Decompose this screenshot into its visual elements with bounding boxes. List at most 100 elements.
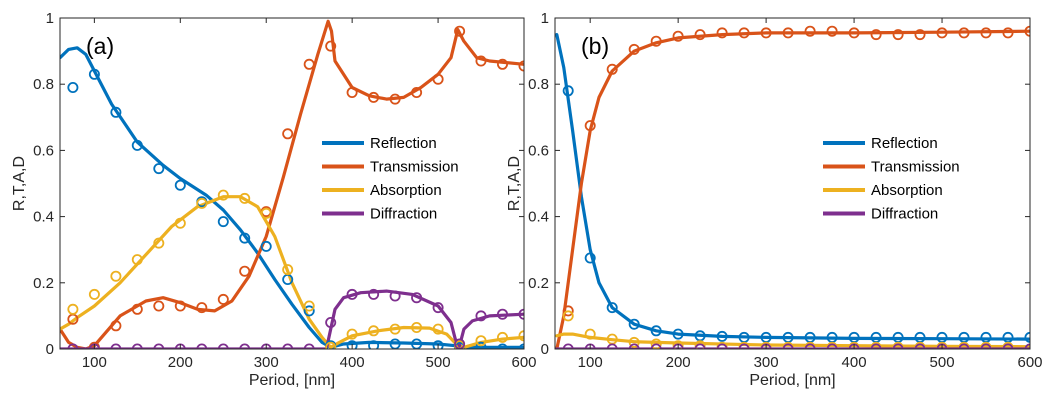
- marker-transmission: [475, 55, 487, 67]
- marker-absorption: [411, 321, 423, 333]
- marker-diffraction: [475, 310, 487, 322]
- y-tick-label: 0: [46, 341, 54, 358]
- x-tick-label: 400: [842, 354, 867, 371]
- y-tick-label: 1: [46, 10, 54, 27]
- y-tick-label: 1: [541, 10, 549, 27]
- y-tick-label: 0.4: [33, 209, 54, 226]
- marker-absorption: [584, 328, 596, 340]
- x-axis-label: Period, [nm]: [749, 372, 835, 389]
- marker-absorption: [325, 341, 337, 349]
- x-tick-label: 100: [82, 354, 107, 371]
- x-tick-label: 200: [168, 354, 193, 371]
- marker-transmission: [760, 27, 772, 39]
- marker-reflection: [432, 340, 444, 349]
- marker-diffraction: [389, 290, 401, 302]
- marker-transmission: [870, 29, 882, 41]
- marker-reflection: [628, 318, 640, 330]
- marker-diffraction: [325, 316, 337, 328]
- marker-reflection: [1024, 331, 1030, 343]
- marker-transmission: [153, 300, 165, 312]
- x-tick-label: 500: [930, 354, 955, 371]
- marker-transmission: [389, 93, 401, 105]
- marker-transmission: [496, 58, 508, 70]
- x-tick-label: 600: [511, 354, 536, 371]
- marker-reflection: [672, 328, 684, 340]
- marker-diffraction: [432, 302, 444, 314]
- series-line-diffraction: [60, 289, 524, 349]
- marker-absorption: [67, 303, 79, 315]
- marker-reflection: [131, 139, 143, 151]
- marker-absorption: [303, 300, 315, 312]
- marker-reflection: [67, 82, 79, 94]
- y-axis-label: R,T,A,D: [11, 156, 28, 211]
- marker-reflection: [475, 341, 487, 349]
- marker-transmission: [606, 63, 618, 75]
- y-tick-label: 0.8: [33, 76, 54, 93]
- marker-absorption: [518, 330, 524, 342]
- marker-absorption: [174, 217, 186, 229]
- marker-transmission: [454, 25, 466, 37]
- marker-transmission: [980, 27, 992, 39]
- marker-reflection: [174, 179, 186, 191]
- marker-absorption: [389, 323, 401, 335]
- x-tick-label: 400: [340, 354, 365, 371]
- marker-absorption: [672, 340, 684, 349]
- chart-panel-a: 100 200 300 400 500 600 0 0.2 0.4 0.6 0.8 1 Period, …: [11, 10, 537, 389]
- marker-transmission: [131, 303, 143, 315]
- marker-reflection: [606, 302, 618, 314]
- marker-reflection: [716, 330, 728, 342]
- marker-transmission: [826, 25, 838, 37]
- marker-transmission: [368, 91, 380, 103]
- marker-absorption: [110, 270, 122, 282]
- marker-absorption: [346, 328, 358, 340]
- marker-diffraction: [411, 292, 423, 304]
- series-line-reflection: [60, 46, 524, 349]
- marker-transmission: [346, 87, 358, 99]
- marker-absorption: [260, 207, 272, 219]
- legend-label-diffraction: Diffraction: [370, 206, 437, 223]
- legend: Reflection Transmission Absorption Diffract…: [322, 135, 459, 223]
- series-line-transmission: [555, 29, 1030, 349]
- marker-transmission: [584, 120, 596, 132]
- marker-reflection: [368, 340, 380, 349]
- plot-area: [555, 18, 1030, 349]
- marker-reflection: [260, 240, 272, 252]
- marker-transmission: [892, 29, 904, 41]
- y-tick-label: 0.6: [33, 142, 54, 159]
- y-tick-label: 0.2: [33, 275, 54, 292]
- marker-transmission: [303, 58, 315, 70]
- marker-reflection: [584, 252, 596, 264]
- marker-absorption: [196, 197, 208, 209]
- marker-reflection: [303, 305, 315, 317]
- marker-diffraction: [346, 288, 358, 300]
- marker-transmission: [650, 35, 662, 47]
- legend-label-reflection: Reflection: [370, 135, 437, 152]
- marker-transmission: [411, 87, 423, 99]
- marker-transmission: [110, 320, 122, 332]
- x-tick-label: 200: [666, 354, 691, 371]
- marker-absorption: [88, 288, 100, 300]
- series-line-absorption: [555, 332, 1030, 349]
- x-tick-label: 300: [754, 354, 779, 371]
- legend-label-reflection: Reflection: [871, 135, 938, 152]
- legend-label-transmission: Transmission: [370, 159, 459, 176]
- x-tick-label: 500: [426, 354, 451, 371]
- marker-transmission: [936, 27, 948, 39]
- marker-reflection: [650, 325, 662, 337]
- marker-absorption: [432, 323, 444, 335]
- marker-reflection: [346, 340, 358, 349]
- marker-transmission: [738, 27, 750, 39]
- plot-content: [60, 19, 524, 349]
- axes-box: [59, 17, 525, 350]
- y-tick-label: 0.6: [528, 142, 549, 159]
- marker-reflection: [110, 106, 122, 118]
- marker-transmission: [562, 305, 574, 317]
- marker-transmission: [217, 293, 229, 305]
- marker-transmission: [282, 128, 294, 140]
- panel-label: (a): [86, 33, 114, 59]
- y-tick-label: 0.2: [528, 275, 549, 292]
- series-line-absorption: [60, 195, 524, 349]
- marker-reflection: [153, 163, 165, 175]
- marker-transmission: [848, 27, 860, 39]
